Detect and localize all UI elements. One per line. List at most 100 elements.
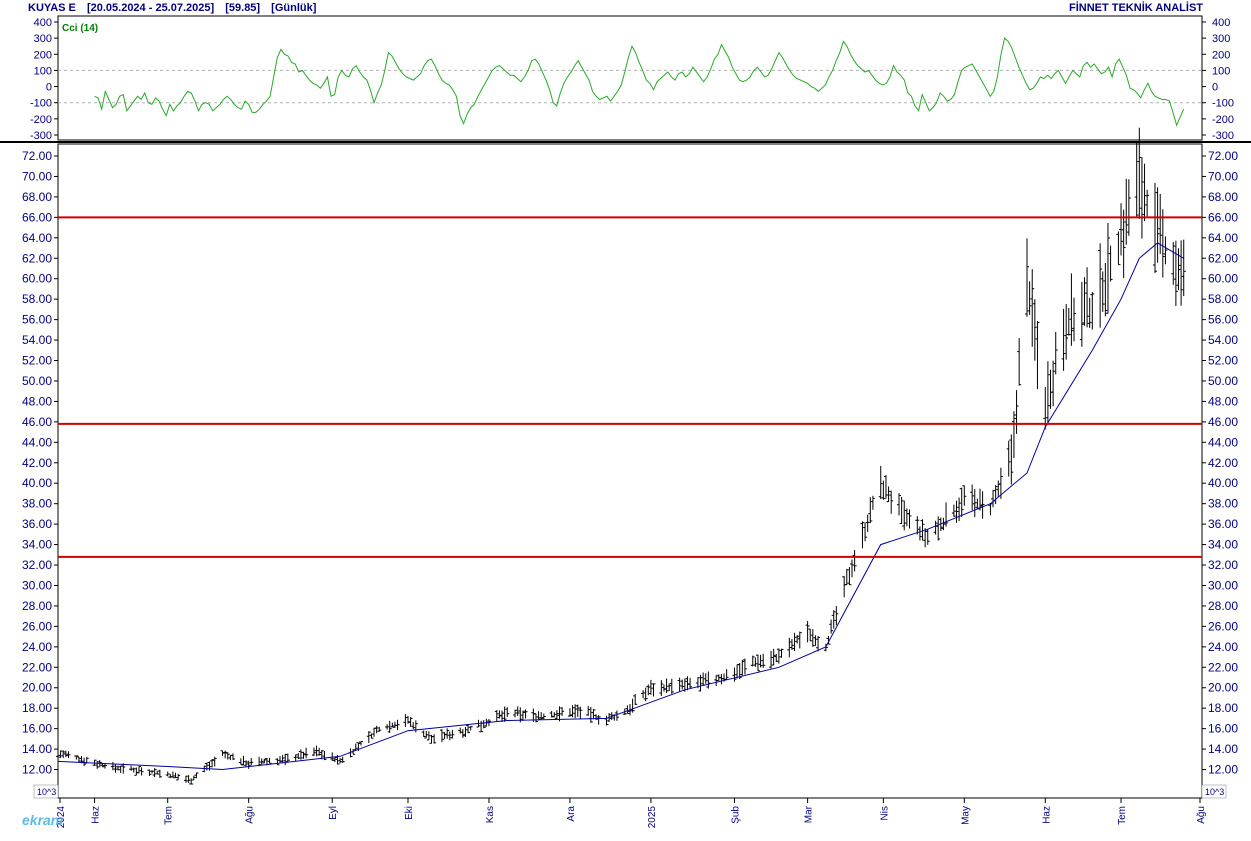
moving-average-line bbox=[57, 242, 1184, 771]
price-y-tick-label: 44.00 bbox=[22, 435, 52, 449]
cci-y-tick-label: 300 bbox=[1212, 33, 1230, 45]
price-panel: 72.00 70.00 68.00 66.00 64.00 62.00 60.00 58.00… bbox=[22, 127, 1238, 799]
price-y-tick-label: 16.00 bbox=[1208, 722, 1238, 736]
price-y-tick-label: 32.00 bbox=[1208, 558, 1238, 572]
price-y-tick-label: 58.00 bbox=[1208, 292, 1238, 306]
price-y-tick-label: 16.00 bbox=[22, 722, 52, 736]
watermark-logo: ekranı bbox=[22, 812, 64, 828]
x-axis-tick-label: Haz bbox=[1041, 806, 1052, 824]
cci-y-tick-label: 200 bbox=[34, 49, 52, 61]
price-y-tick-label: 36.00 bbox=[22, 517, 52, 531]
price-y-tick-label: 18.00 bbox=[22, 701, 52, 715]
price-y-tick-label: 20.00 bbox=[1208, 681, 1238, 695]
price-y-tick-label: 40.00 bbox=[22, 476, 52, 490]
price-y-tick-label: 14.00 bbox=[22, 742, 52, 756]
price-y-tick-label: 34.00 bbox=[22, 538, 52, 552]
cci-y-tick-label: 400 bbox=[1212, 17, 1230, 29]
unit-box-left bbox=[33, 784, 59, 799]
cci-y-tick-label: 100 bbox=[1212, 65, 1230, 77]
price-y-tick-label: 48.00 bbox=[1208, 394, 1238, 408]
unit-label-left: 10^3 bbox=[37, 787, 56, 797]
cci-y-tick-label: -100 bbox=[30, 98, 52, 110]
price-y-tick-label: 52.00 bbox=[1208, 354, 1238, 368]
last-price-label: [59.85] bbox=[225, 2, 261, 14]
x-axis-tick-label: Ara bbox=[566, 806, 577, 822]
price-y-tick-label: 38.00 bbox=[1208, 497, 1238, 511]
price-y-tick-label: 60.00 bbox=[1208, 272, 1238, 286]
price-y-tick-label: 62.00 bbox=[22, 251, 52, 265]
price-y-tick-label: 34.00 bbox=[1208, 538, 1238, 552]
price-y-tick-label: 14.00 bbox=[1208, 742, 1238, 756]
price-y-tick-label: 64.00 bbox=[1208, 231, 1238, 245]
price-y-tick-label: 68.00 bbox=[1208, 190, 1238, 204]
price-y-tick-label: 12.00 bbox=[22, 763, 52, 777]
cci-y-axis-right: 400 300 200 100 0 -100 -200 -300 bbox=[1202, 17, 1234, 142]
price-y-tick-label: 24.00 bbox=[1208, 640, 1238, 654]
price-y-tick-label: 46.00 bbox=[1208, 415, 1238, 429]
x-axis: 2024 Haz Tem Ağu Eyl Eki Kas Ara 2025 Şub Mar Nis Ma… bbox=[56, 797, 1207, 828]
x-axis-tick-label: Eki bbox=[404, 806, 415, 820]
price-y-tick-label: 66.00 bbox=[22, 210, 52, 224]
x-axis-tick-label: Mar bbox=[804, 805, 815, 823]
price-y-tick-label: 62.00 bbox=[1208, 251, 1238, 265]
cci-y-tick-label: -300 bbox=[30, 130, 52, 142]
price-y-tick-label: 56.00 bbox=[1208, 313, 1238, 327]
price-y-tick-label: 56.00 bbox=[22, 313, 52, 327]
price-bars bbox=[56, 127, 1186, 785]
price-y-tick-label: 42.00 bbox=[1208, 456, 1238, 470]
cci-panel-frame bbox=[57, 15, 1203, 141]
date-range-label: [20.05.2024 - 25.07.2025] bbox=[86, 2, 215, 14]
price-y-tick-label: 72.00 bbox=[1208, 149, 1238, 163]
price-y-tick-label: 68.00 bbox=[22, 190, 52, 204]
cci-gridlines bbox=[58, 69, 1202, 104]
price-y-tick-label: 52.00 bbox=[22, 354, 52, 368]
price-y-tick-label: 18.00 bbox=[1208, 701, 1238, 715]
cci-y-tick-label: -300 bbox=[1212, 130, 1234, 142]
period-label: [Günlük] bbox=[271, 2, 317, 14]
unit-box-right bbox=[1201, 784, 1227, 799]
price-y-tick-label: 30.00 bbox=[1208, 578, 1238, 592]
x-axis-tick-label: Haz bbox=[91, 806, 102, 824]
cci-series-line bbox=[94, 37, 1185, 127]
cci-y-tick-label: -200 bbox=[1212, 114, 1234, 126]
cci-panel: 400 300 200 100 0 -100 -200 -300 400 300 200 100 0 -… bbox=[30, 15, 1234, 142]
price-y-tick-label: 28.00 bbox=[1208, 599, 1238, 613]
price-y-tick-label: 30.00 bbox=[22, 578, 52, 592]
price-y-axis-right: 72.00 70.00 68.00 66.00 64.00 62.00 60.00 58.00… bbox=[1202, 149, 1238, 791]
price-y-tick-label: 72.00 bbox=[22, 149, 52, 163]
x-axis-tick-label: Ağu bbox=[245, 806, 256, 824]
cci-y-tick-label: 200 bbox=[1212, 49, 1230, 61]
symbol-label: KUYAS E bbox=[28, 2, 76, 14]
price-y-tick-label: 40.00 bbox=[1208, 476, 1238, 490]
chart-header: KUYAS E [20.05.2024 - 25.07.2025] [59.85… bbox=[28, 2, 324, 14]
price-y-tick-label: 36.00 bbox=[1208, 517, 1238, 531]
x-axis-tick-label: May bbox=[960, 806, 971, 825]
price-y-tick-label: 64.00 bbox=[22, 231, 52, 245]
price-y-tick-label: 58.00 bbox=[22, 292, 52, 306]
cci-indicator-label: Cci (14) bbox=[62, 23, 98, 34]
price-y-tick-label: 50.00 bbox=[1208, 374, 1238, 388]
cci-y-tick-label: 400 bbox=[34, 17, 52, 29]
cci-y-tick-label: 300 bbox=[34, 33, 52, 45]
cci-y-tick-label: -100 bbox=[1212, 98, 1234, 110]
cci-y-axis-left: 400 300 200 100 0 -100 -200 -300 bbox=[30, 17, 58, 142]
price-y-tick-label: 26.00 bbox=[1208, 619, 1238, 633]
provider-label: FİNNET TEKNİK ANALİST bbox=[1068, 2, 1203, 14]
x-axis-tick-label: Tem bbox=[164, 806, 175, 825]
x-axis-tick-label: Ağu bbox=[1196, 806, 1207, 824]
price-y-tick-label: 20.00 bbox=[22, 681, 52, 695]
cci-y-tick-label: -200 bbox=[30, 114, 52, 126]
unit-label-right: 10^3 bbox=[1205, 787, 1224, 797]
price-y-tick-label: 42.00 bbox=[22, 456, 52, 470]
price-y-tick-label: 54.00 bbox=[22, 333, 52, 347]
price-y-tick-label: 22.00 bbox=[22, 660, 52, 674]
support-resistance-lines bbox=[58, 216, 1202, 558]
price-y-tick-label: 48.00 bbox=[22, 394, 52, 408]
price-y-tick-label: 38.00 bbox=[22, 497, 52, 511]
price-y-axis-left: 72.00 70.00 68.00 66.00 64.00 62.00 60.00 58.00… bbox=[22, 149, 58, 797]
x-axis-tick-label: Nis bbox=[879, 806, 890, 820]
price-y-tick-label: 32.00 bbox=[22, 558, 52, 572]
price-y-tick-label: 22.00 bbox=[1208, 660, 1238, 674]
price-y-tick-label: 66.00 bbox=[1208, 210, 1238, 224]
